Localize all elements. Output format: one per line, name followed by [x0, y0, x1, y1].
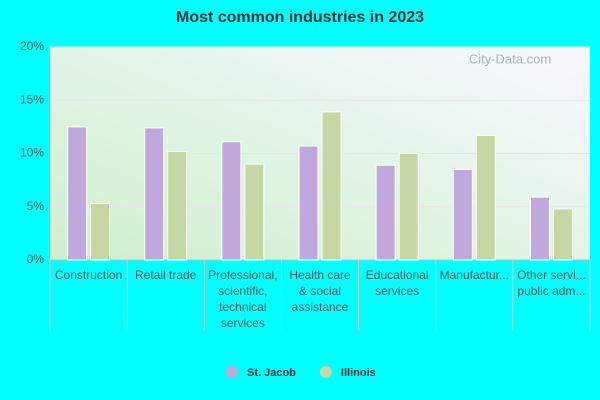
y-tick-label: 15% — [20, 92, 44, 106]
bar — [552, 208, 573, 261]
bar — [529, 196, 550, 261]
bar — [221, 141, 242, 261]
legend-label: Illinois — [341, 367, 376, 379]
x-tick-label: services — [375, 284, 419, 298]
bar — [144, 127, 165, 261]
bar — [167, 150, 188, 261]
x-tick-label: public adm... — [517, 284, 585, 298]
x-tick-label: Manufactur... — [440, 268, 509, 282]
x-tick-label: Health care — [289, 268, 351, 282]
y-tick-label: 0% — [27, 252, 45, 266]
bar — [475, 134, 496, 261]
chart-title: Most common industries in 2023 — [176, 9, 424, 26]
bar — [452, 168, 473, 261]
y-tick-label: 5% — [27, 199, 45, 213]
bar — [298, 145, 319, 261]
x-tick-label: Professional, — [208, 268, 277, 282]
bar — [90, 203, 111, 261]
y-tick-label: 20% — [20, 39, 44, 53]
x-tick-label: scientific, — [218, 284, 267, 298]
bar — [398, 153, 419, 261]
legend-label: St. Jacob — [247, 367, 296, 379]
legend-swatch — [319, 366, 332, 378]
bar — [321, 111, 342, 261]
x-tick-label: & social — [299, 284, 341, 298]
x-tick-label: Construction — [55, 268, 122, 282]
y-tick-label: 10% — [20, 146, 44, 160]
x-tick-label: Educational — [366, 268, 429, 282]
bar — [244, 163, 265, 261]
legend-swatch — [226, 366, 238, 378]
x-tick-label: technical — [219, 300, 266, 314]
x-tick-label: Retail trade — [135, 268, 197, 282]
x-tick-label: assistance — [292, 300, 349, 314]
watermark: City-Data.com — [469, 51, 551, 66]
bar — [67, 126, 88, 261]
x-tick-label: Other servi... — [517, 268, 586, 282]
x-tick-label: services — [221, 316, 265, 330]
bar — [375, 164, 396, 261]
